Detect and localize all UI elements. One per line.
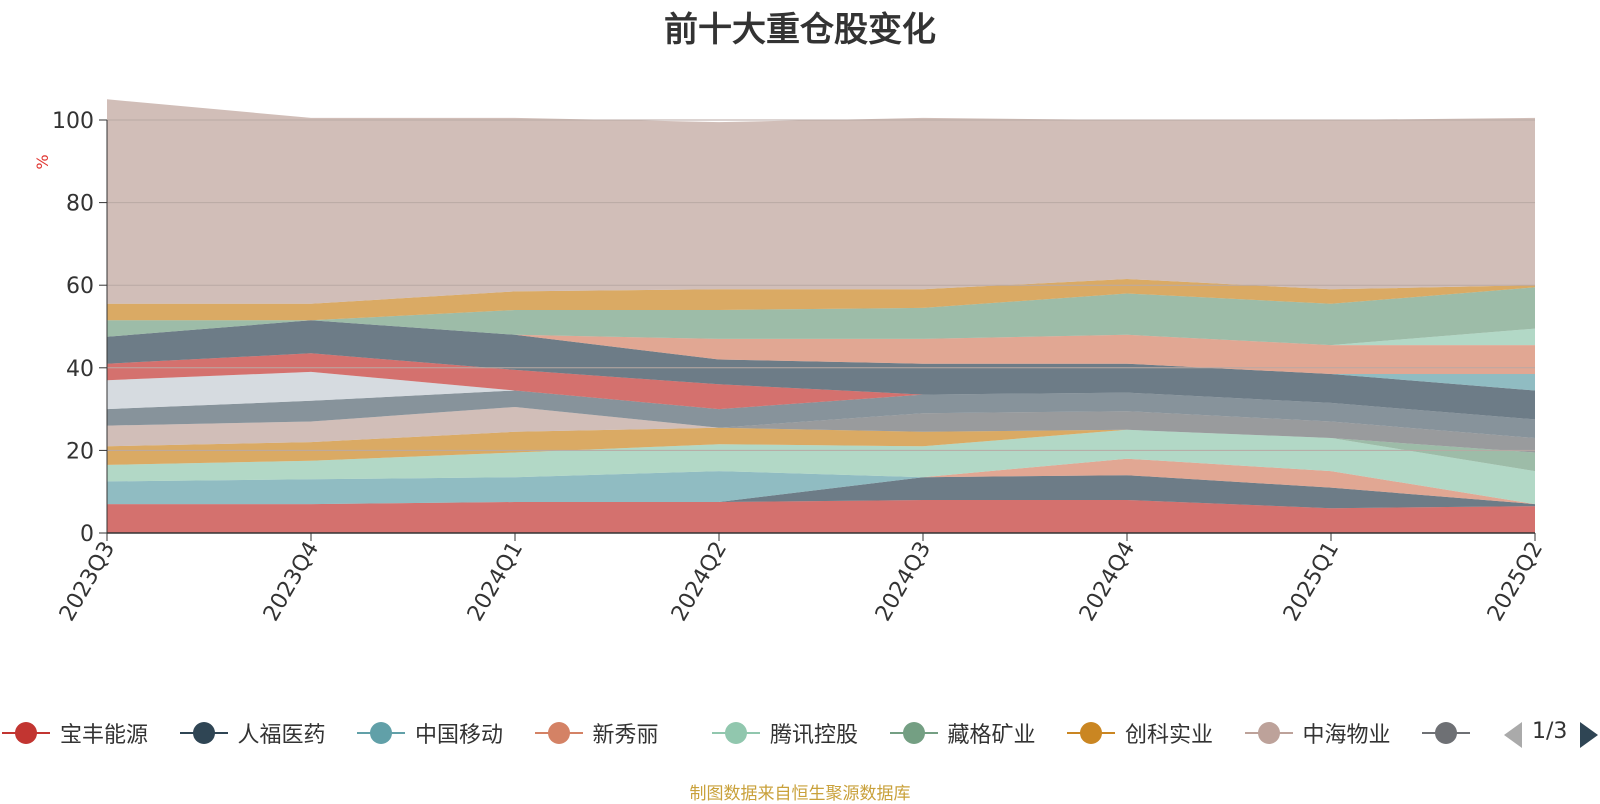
y-tick-label-3: 60 <box>66 274 94 299</box>
area-series-17 <box>107 287 1535 346</box>
legend-marker-icon <box>1422 722 1470 744</box>
area-series-7 <box>107 427 1535 465</box>
legend-marker-icon <box>889 722 938 744</box>
y-tick-label-5: 100 <box>52 109 94 134</box>
legend-item-1[interactable]: 宝丰能源 <box>0 718 148 748</box>
legend-label: 藏格矿业 <box>947 723 1036 748</box>
area-series-5 <box>107 429 1535 505</box>
y-tick-label-2: 40 <box>66 357 94 382</box>
legend-label: 中国移动 <box>415 723 504 748</box>
area-series-1 <box>107 500 1535 533</box>
x-tick-label-2: 2024Q1 <box>463 538 528 626</box>
legend-marker-icon <box>357 722 405 744</box>
y-tick-label-1: 20 <box>66 439 94 464</box>
source-note: 制图数据来自恒生聚源数据库 <box>689 784 911 804</box>
area-series-18 <box>107 279 1535 321</box>
legend-label: 人福医药 <box>237 723 326 748</box>
area-series-10 <box>107 390 1535 438</box>
chart-title: 前十大重仓股变化 <box>664 10 936 50</box>
area-series-15 <box>107 320 1535 374</box>
legend-item-3[interactable]: 中国移动 <box>355 718 503 748</box>
legend-label: 腾讯控股 <box>770 723 859 748</box>
legend-marker-icon <box>179 722 228 744</box>
area-series-4 <box>107 458 1535 505</box>
x-tick-label-0: 2023Q3 <box>55 538 120 626</box>
y-tick-label-4: 80 <box>66 192 94 217</box>
legend-label: 中海物业 <box>1302 723 1391 748</box>
legend-marker-icon <box>1244 722 1293 744</box>
legend-marker-icon <box>1067 722 1115 744</box>
area-series-9 <box>107 407 1535 453</box>
area-series-2 <box>107 475 1535 509</box>
legend-label: 宝丰能源 <box>60 723 149 748</box>
area-series-19 <box>107 99 1535 304</box>
area-series-3 <box>107 471 1535 505</box>
x-tick-label-1: 2023Q4 <box>259 538 324 626</box>
x-tick-label-3: 2024Q2 <box>667 538 732 626</box>
area-series-16 <box>107 320 1535 346</box>
x-tick-label-5: 2024Q4 <box>1075 538 1140 626</box>
legend-item-7[interactable]: 创科实业 <box>1065 718 1213 748</box>
y-tick-label-0: 0 <box>80 522 94 547</box>
legend-next-icon[interactable] <box>1578 720 1600 750</box>
legend-item-6[interactable]: 藏格矿业 <box>888 718 1036 748</box>
legend-page-indicator: 1/3 <box>1532 719 1568 744</box>
area-series-13 <box>107 320 1535 420</box>
legend-marker-icon <box>534 722 583 744</box>
x-tick-label-6: 2025Q1 <box>1279 538 1344 626</box>
legend-item-8[interactable]: 中海物业 <box>1243 718 1391 748</box>
x-tick-label-7: 2025Q2 <box>1483 538 1548 626</box>
legend-item-9[interactable]: 五粮液 <box>1420 718 1480 748</box>
legend-item-2[interactable]: 人福医药 <box>178 718 326 748</box>
legend-item-4[interactable]: 新秀丽 <box>533 718 659 748</box>
legend-marker-icon <box>2 722 50 744</box>
legend-prev-icon[interactable] <box>1502 720 1524 750</box>
area-series-8 <box>107 407 1535 453</box>
y-axis-label: % <box>33 154 52 169</box>
legend-label: 新秀丽 <box>592 723 659 748</box>
x-tick-label-4: 2024Q3 <box>871 538 936 626</box>
legend-label: 创科实业 <box>1125 723 1214 748</box>
legend-marker-icon <box>712 722 760 744</box>
area-series-11 <box>107 371 1535 420</box>
area-series-12 <box>107 353 1535 420</box>
legend: 宝丰能源 人福医药 中国移动 新秀丽 腾讯控股 藏格矿业 创科实业 中海物业 五粮液 <box>0 700 1480 760</box>
legend-item-5[interactable]: 腾讯控股 <box>710 718 858 748</box>
